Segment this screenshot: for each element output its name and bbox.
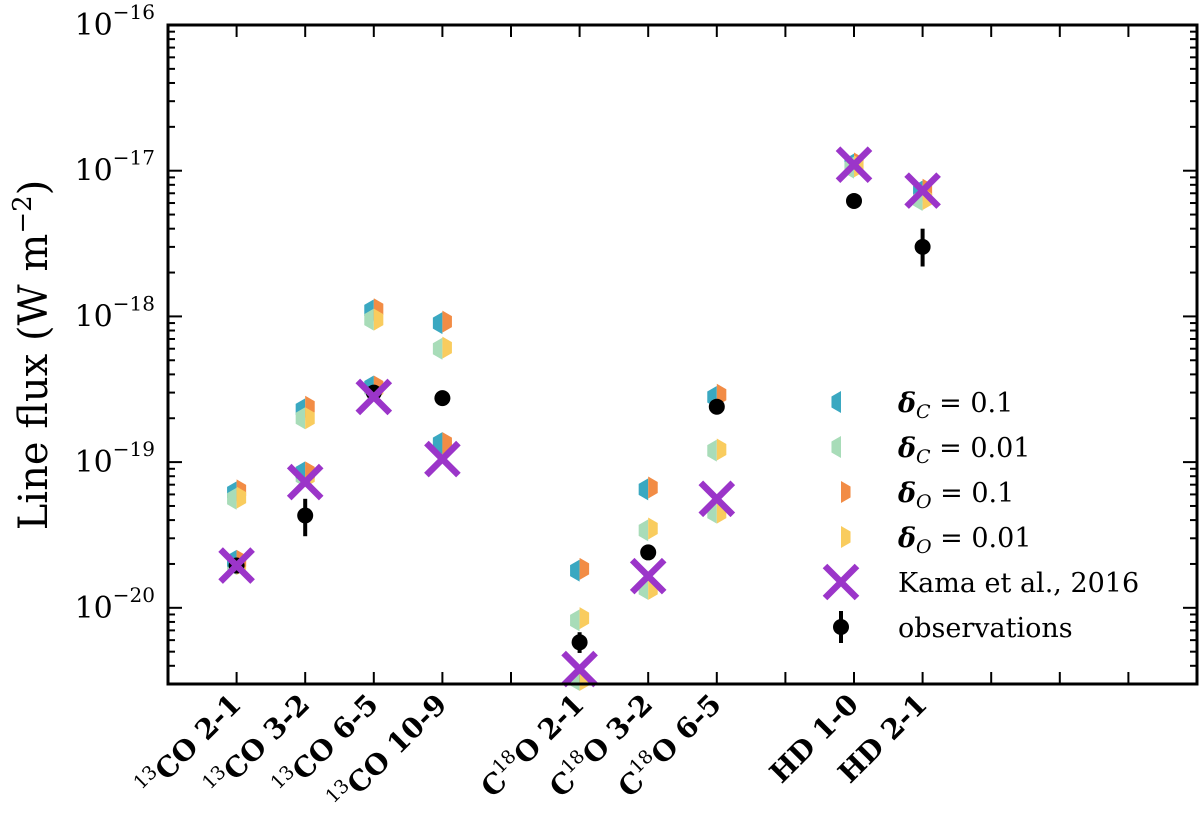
y-axis-label-exponent: −2 — [8, 195, 38, 233]
model-point-dO-0-01 — [236, 486, 247, 509]
legend-label-value: = 0.01 — [931, 433, 1031, 464]
legend-label-symbol: δ — [897, 433, 916, 464]
kama-point — [286, 463, 324, 501]
y-tick-label-exponent: −20 — [113, 583, 155, 607]
y-axis-label-close: ) — [11, 180, 57, 196]
model-point-dC-0-01 — [638, 519, 649, 542]
legend-marker-dO-0-01 — [841, 526, 851, 548]
data-marks — [218, 146, 941, 691]
legend-label-observations: observations — [898, 613, 1073, 644]
observation-point — [846, 192, 862, 209]
y-tick-label-exponent: −19 — [113, 437, 155, 461]
legend-marker-dC-0-01 — [831, 436, 841, 458]
y-tick-label-base: 10 — [75, 299, 113, 334]
y-tick-label: 10−17 — [75, 146, 155, 189]
y-tick-label-base: 10 — [75, 154, 113, 189]
x-category-label: 13CO 2-1 — [129, 685, 247, 803]
y-tick-label-base: 10 — [75, 8, 113, 43]
y-tick-label: 10−19 — [75, 437, 155, 480]
legend-label-value: = 0.1 — [932, 478, 1015, 509]
legend-label-subscript: O — [916, 536, 932, 558]
legend-label-kama: Kama et al., 2016 — [898, 568, 1139, 599]
legend-label-symbol: δ — [897, 388, 916, 419]
model-point-dO-0-01 — [648, 517, 658, 540]
model-point-dC-0-1 — [570, 559, 580, 582]
model-point-dO-0-01 — [442, 336, 452, 359]
kama-point — [629, 557, 667, 595]
y-tick-label: 10−20 — [75, 583, 155, 626]
model-point-dO-0-1 — [442, 310, 452, 333]
observation-point — [708, 398, 725, 415]
y-tick-label-exponent: −18 — [113, 291, 155, 315]
kama-point — [904, 172, 941, 209]
legend-label-subscript: C — [916, 401, 931, 423]
kama-point — [561, 650, 598, 688]
model-point-dC-0-01 — [295, 407, 306, 430]
model-point-dC-0-01 — [227, 487, 237, 510]
kama-point — [835, 146, 873, 183]
legend-label-subscript: O — [916, 491, 932, 513]
legend-label: δC = 0.01 — [897, 433, 1030, 468]
plot-frame — [166, 23, 1199, 686]
model-point-dO-0-01 — [305, 407, 315, 430]
legend-label: δO = 0.1 — [897, 478, 1014, 513]
legend-marker-kama — [822, 563, 860, 601]
kama-point — [698, 480, 736, 518]
model-point-dC-0-01 — [432, 337, 443, 360]
legend-label-value: = 0.01 — [932, 523, 1032, 554]
y-tick-label-exponent: −16 — [113, 0, 155, 24]
observation-point — [914, 238, 931, 255]
legend-marker-dO-0-1 — [841, 481, 851, 503]
legend-label-symbol: δ — [897, 478, 916, 509]
model-point-dC-0-01 — [570, 609, 580, 632]
legend-label-subscript: C — [916, 446, 931, 468]
model-point-dC-0-01 — [707, 439, 717, 462]
observation-point — [297, 507, 314, 524]
model-point-dO-0-1 — [648, 476, 658, 499]
y-tick-label-exponent: −17 — [113, 146, 155, 170]
y-axis-label-main: Line flux (W m — [11, 234, 57, 531]
model-point-dO-0-01 — [716, 438, 727, 461]
model-point-dO-0-01 — [579, 607, 590, 630]
model-point-dC-0-1 — [638, 478, 649, 501]
observation-point — [640, 544, 657, 561]
y-tick-label-base: 10 — [75, 591, 113, 626]
legend-marker-observations — [833, 619, 849, 635]
y-tick-label: 10−16 — [75, 0, 155, 43]
y-tick-label-base: 10 — [75, 445, 113, 480]
kama-point — [218, 547, 255, 584]
x-category-label-main: O 6-5 — [644, 688, 727, 771]
y-tick-label: 10−18 — [75, 291, 155, 334]
model-point-dC-0-1 — [432, 312, 443, 335]
model-point-dC-0-01 — [364, 308, 374, 331]
model-point-dO-0-1 — [579, 557, 590, 580]
kama-point — [355, 378, 393, 416]
legend-label: δC = 0.1 — [897, 388, 1013, 423]
observation-point — [434, 390, 451, 407]
y-axis-label: Line flux (W m−2) — [8, 180, 57, 531]
legend-label-symbol: δ — [897, 523, 916, 554]
model-point-dO-0-01 — [373, 308, 384, 331]
legend-label: δO = 0.01 — [897, 523, 1032, 558]
observation-point — [571, 634, 588, 651]
kama-point — [424, 440, 461, 478]
legend-label-value: = 0.1 — [931, 388, 1014, 419]
legend-marker-dC-0-1 — [831, 391, 841, 413]
